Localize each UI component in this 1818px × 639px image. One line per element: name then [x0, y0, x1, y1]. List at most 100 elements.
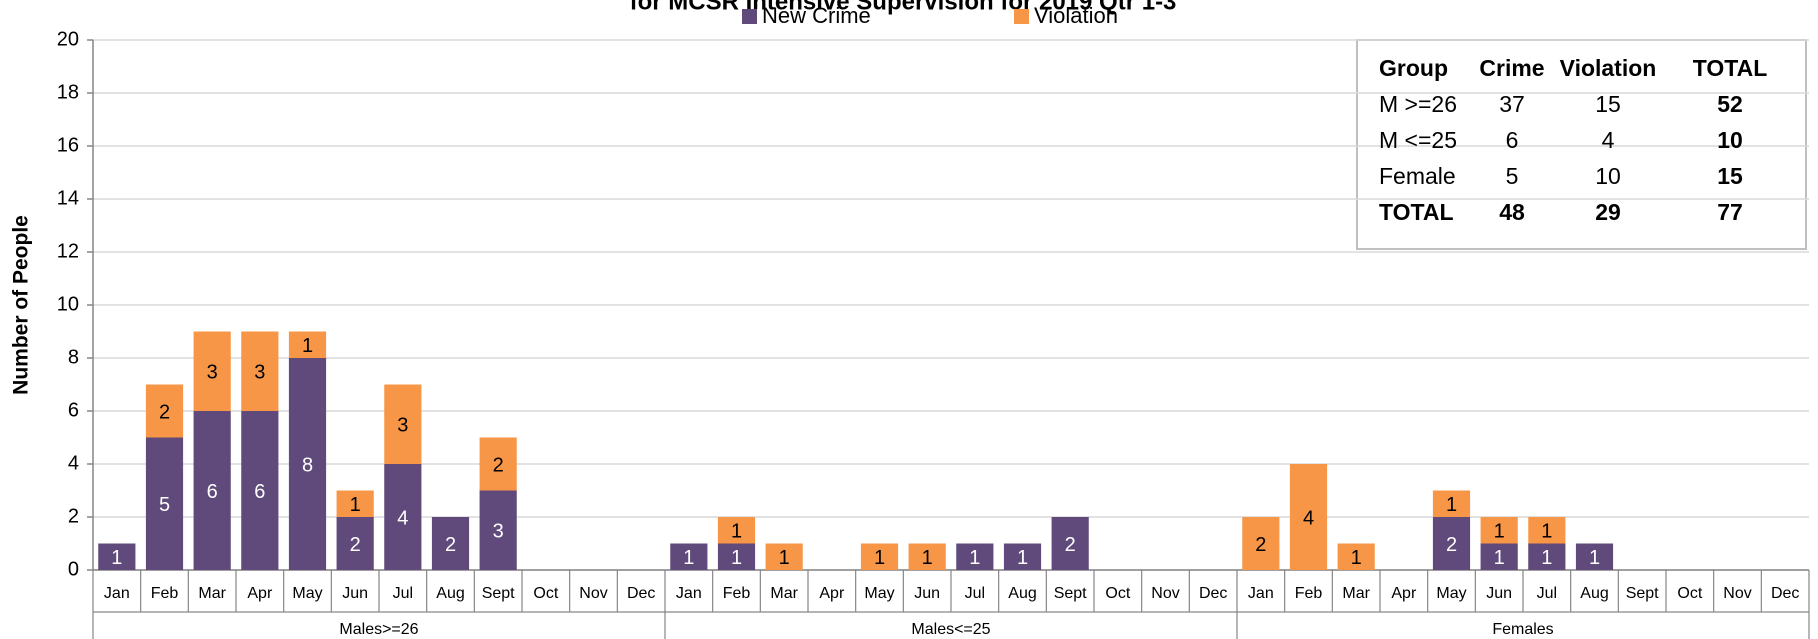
x-tick-label: Feb	[151, 585, 179, 602]
x-tick-label: Jan	[1248, 585, 1274, 602]
y-tick-label: 0	[68, 558, 79, 580]
legend-swatch	[742, 9, 757, 24]
x-tick-label: Sept	[1054, 585, 1087, 602]
x-tick-label: Oct	[1677, 585, 1702, 602]
bar-segment	[1432, 490, 1471, 517]
bar-segment	[1337, 543, 1375, 570]
bar-segment	[1528, 543, 1566, 570]
bar-segment	[670, 543, 708, 570]
data-label: 1	[731, 547, 742, 569]
x-tick-label: Dec	[627, 585, 655, 602]
x-tick-label: Jun	[914, 585, 940, 602]
data-label: 2	[1255, 534, 1266, 556]
group-label: Males>=26	[339, 621, 418, 638]
bar-segment	[1051, 517, 1089, 570]
table-cell: 15	[1595, 91, 1621, 117]
bar-segment	[98, 543, 136, 570]
table-cell: 6	[1506, 127, 1519, 153]
data-label: 3	[254, 362, 265, 384]
table-cell: 5	[1506, 163, 1519, 189]
table-cell: 77	[1717, 199, 1743, 225]
table-header: TOTAL	[1693, 55, 1768, 81]
bar-segment	[288, 331, 327, 358]
x-tick-label: Jun	[342, 585, 368, 602]
bar-segment	[145, 384, 184, 438]
table-cell: M <=25	[1379, 127, 1457, 153]
bar-segment	[193, 411, 231, 570]
x-tick-label: Aug	[1580, 585, 1608, 602]
table-cell: 15	[1717, 163, 1743, 189]
bar-segment	[336, 490, 374, 517]
data-label: 1	[1017, 547, 1028, 569]
x-tick-label: May	[1436, 585, 1466, 602]
x-tick-label: Aug	[436, 585, 464, 602]
table-header: Group	[1379, 55, 1448, 81]
table-cell: 29	[1595, 199, 1621, 225]
data-label: 1	[731, 521, 742, 543]
table-cell: 52	[1717, 91, 1743, 117]
data-label: 1	[1351, 547, 1362, 569]
x-tick-label: Dec	[1199, 585, 1227, 602]
x-tick-label: Aug	[1008, 585, 1036, 602]
data-label: 4	[1303, 507, 1314, 529]
table-cell: M >=26	[1379, 91, 1457, 117]
data-label: 1	[683, 547, 694, 569]
x-tick-label: Dec	[1771, 585, 1799, 602]
table-cell: Female	[1379, 163, 1456, 189]
data-label: 1	[111, 547, 122, 569]
data-label: 3	[207, 362, 218, 384]
x-tick-label: Feb	[1295, 585, 1323, 602]
data-label: 8	[302, 454, 313, 476]
data-label: 3	[493, 521, 504, 543]
bar-segment	[336, 517, 374, 570]
bar-segment	[241, 411, 279, 570]
y-tick-label: 6	[68, 399, 79, 421]
data-label: 1	[922, 547, 933, 569]
group-label: Females	[1492, 621, 1553, 638]
y-tick-label: 16	[57, 134, 79, 156]
y-tick-label: 2	[68, 505, 79, 527]
bar-segment	[145, 437, 184, 570]
data-label: 6	[254, 481, 265, 503]
x-tick-label: Jan	[676, 585, 702, 602]
legend-swatch	[1014, 9, 1029, 24]
x-tick-label: Apr	[1391, 585, 1417, 602]
x-tick-label: Mar	[770, 585, 798, 602]
data-label: 2	[445, 534, 456, 556]
data-label: 2	[493, 454, 504, 476]
data-label: 1	[1541, 521, 1552, 543]
table-cell: 4	[1602, 127, 1615, 153]
bar-segment	[1575, 543, 1614, 570]
bar-segment	[765, 543, 803, 570]
bar-segment	[717, 543, 756, 570]
bar-segment	[1242, 517, 1280, 570]
bar-segment	[860, 543, 899, 570]
bar-segment	[384, 384, 422, 464]
bar-segment	[1003, 543, 1042, 570]
x-tick-label: Nov	[579, 585, 607, 602]
bar-segment	[1432, 517, 1471, 570]
x-tick-label: May	[864, 585, 894, 602]
bar-segment	[1480, 517, 1518, 544]
y-tick-label: 4	[68, 452, 79, 474]
y-tick-label: 20	[57, 28, 79, 50]
data-label: 1	[1494, 521, 1505, 543]
x-tick-label: Mar	[198, 585, 226, 602]
data-label: 1	[302, 335, 313, 357]
bar-segment	[956, 543, 994, 570]
bar-segment	[717, 517, 756, 544]
x-tick-label: Feb	[723, 585, 751, 602]
data-label: 1	[874, 547, 885, 569]
x-tick-label: Sept	[1626, 585, 1659, 602]
table-cell: 37	[1499, 91, 1525, 117]
bar-segment	[288, 358, 327, 570]
x-tick-label: Jun	[1486, 585, 1512, 602]
table-header: Violation	[1560, 55, 1657, 81]
x-tick-label: Mar	[1342, 585, 1370, 602]
y-tick-label: 8	[68, 346, 79, 368]
x-tick-label: Jul	[965, 585, 985, 602]
data-label: 4	[397, 507, 408, 529]
bar-segment	[431, 517, 470, 570]
table-cell: 10	[1717, 127, 1743, 153]
x-tick-label: Nov	[1723, 585, 1751, 602]
